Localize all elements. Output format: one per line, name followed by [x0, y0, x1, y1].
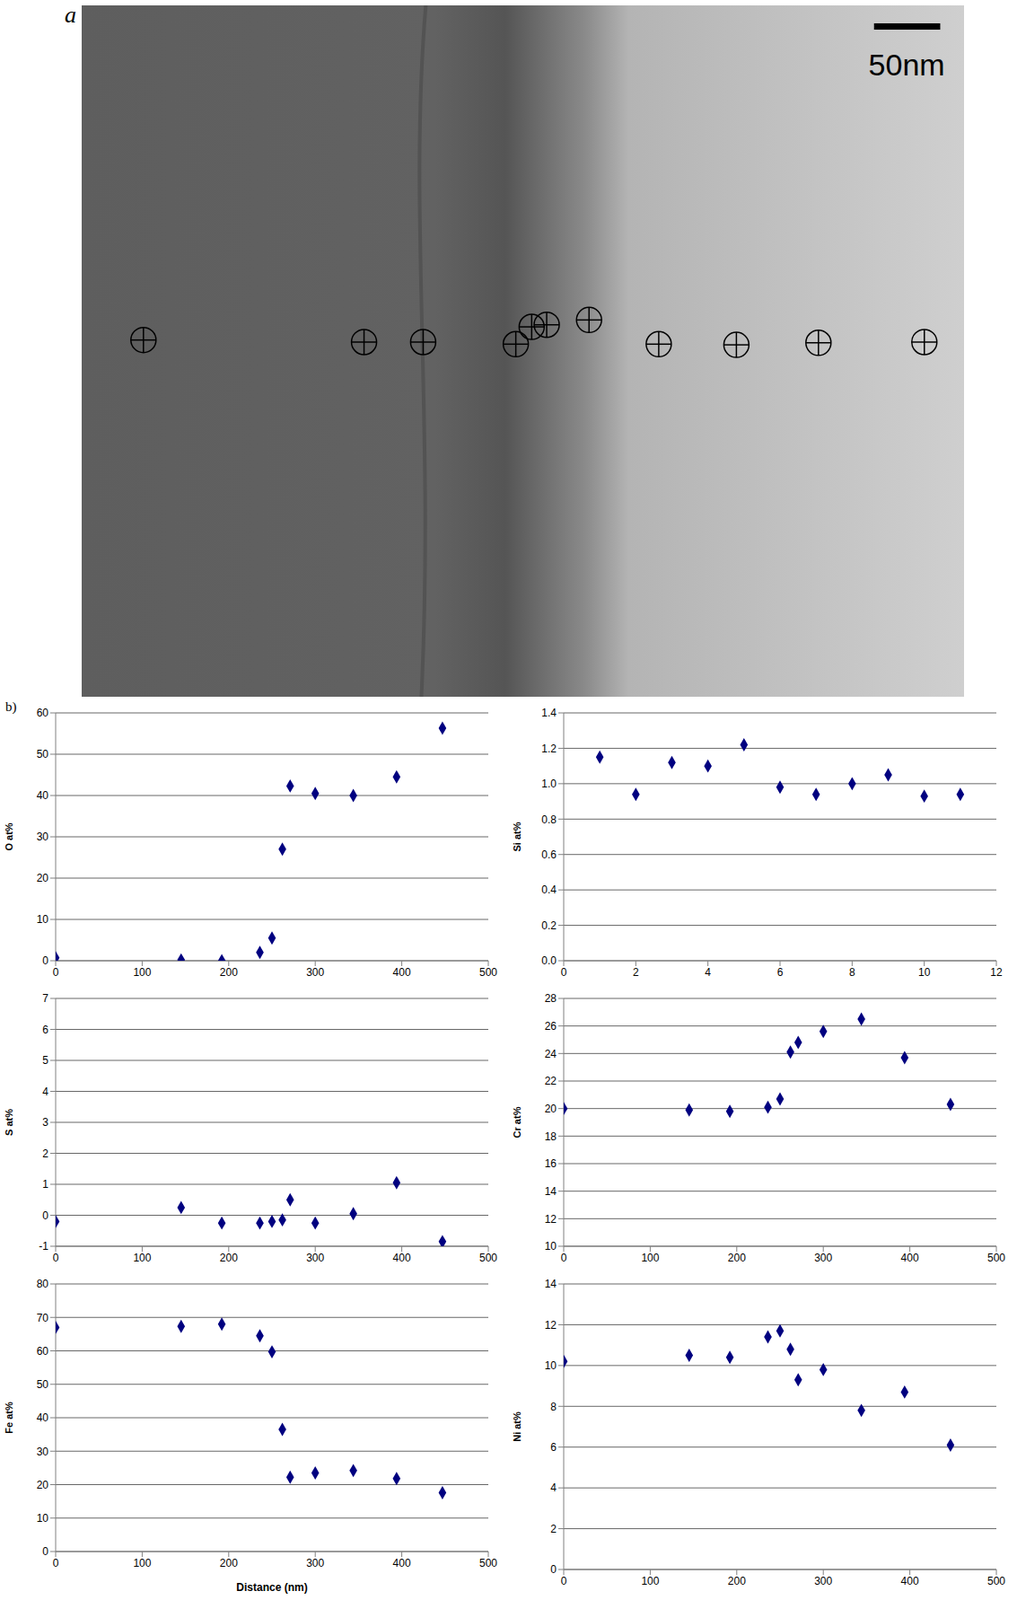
svg-text:24: 24	[544, 1047, 558, 1061]
html-text:a: a	[64, 1, 77, 28]
svg-text:500: 500	[987, 1251, 1006, 1264]
svg-text:0: 0	[561, 1251, 568, 1264]
svg-text:200: 200	[219, 1556, 238, 1570]
svg-text:200: 200	[727, 1574, 746, 1587]
svg-text:20: 20	[36, 1478, 50, 1491]
svg-text:4: 4	[42, 1085, 49, 1098]
svg-text:8: 8	[849, 965, 856, 979]
svg-text:16: 16	[544, 1157, 558, 1170]
svg-text:100: 100	[132, 1251, 151, 1264]
svg-text:0: 0	[52, 1251, 60, 1264]
svg-text:20: 20	[36, 871, 50, 885]
svg-text:18: 18	[544, 1130, 558, 1143]
svg-text:10: 10	[918, 965, 931, 979]
svg-text:2: 2	[42, 1147, 49, 1160]
svg-text:Ni at%: Ni at%	[511, 1411, 523, 1442]
svg-text:300: 300	[814, 1251, 833, 1264]
svg-text:100: 100	[640, 1574, 659, 1587]
svg-text:Cr at%: Cr at%	[511, 1105, 523, 1138]
svg-text:0: 0	[561, 1574, 568, 1587]
svg-text:12: 12	[990, 965, 1003, 979]
svg-text:4: 4	[550, 1481, 557, 1494]
svg-text:0.0: 0.0	[541, 954, 557, 967]
svg-text:300: 300	[306, 965, 325, 979]
svg-text:0.6: 0.6	[541, 848, 557, 861]
svg-text:3: 3	[42, 1115, 49, 1129]
svg-text:14: 14	[544, 1277, 558, 1290]
svg-text:-1: -1	[38, 1239, 49, 1253]
svg-text:200: 200	[727, 1251, 746, 1264]
svg-text:26: 26	[544, 1019, 558, 1033]
svg-text:10: 10	[36, 912, 50, 926]
svg-text:6: 6	[777, 965, 784, 979]
svg-text:5: 5	[42, 1053, 49, 1067]
svg-text:50: 50	[36, 747, 50, 761]
svg-text:14: 14	[544, 1184, 558, 1198]
svg-text:0: 0	[42, 1544, 49, 1558]
svg-text:S at%: S at%	[3, 1108, 15, 1136]
svg-text:400: 400	[393, 1556, 412, 1570]
svg-text:10: 10	[544, 1239, 558, 1253]
svg-text:40: 40	[36, 1411, 50, 1424]
svg-text:12: 12	[544, 1212, 558, 1226]
svg-text:400: 400	[901, 1574, 920, 1587]
svg-text:300: 300	[306, 1556, 325, 1570]
svg-text:10: 10	[544, 1358, 558, 1372]
svg-text:0.2: 0.2	[541, 919, 557, 932]
svg-text:2: 2	[632, 965, 640, 979]
svg-text:28: 28	[544, 991, 558, 1005]
svg-text:0: 0	[561, 965, 568, 979]
svg-text:400: 400	[393, 965, 412, 979]
svg-text:30: 30	[36, 830, 50, 843]
svg-text:200: 200	[219, 1251, 238, 1264]
svg-text:0: 0	[52, 965, 60, 979]
svg-text:100: 100	[132, 1556, 151, 1570]
svg-text:400: 400	[901, 1251, 920, 1264]
svg-text:400: 400	[393, 1251, 412, 1264]
svg-text:60: 60	[36, 1344, 50, 1358]
svg-text:Distance (nm): Distance (nm)	[236, 1580, 307, 1594]
svg-text:40: 40	[36, 789, 50, 802]
svg-text:1: 1	[42, 1177, 49, 1191]
svg-text:1.2: 1.2	[541, 742, 557, 755]
html-text:b): b)	[5, 699, 17, 714]
svg-text:1.0: 1.0	[541, 777, 557, 790]
svg-text:30: 30	[36, 1445, 50, 1458]
svg-text:8: 8	[550, 1400, 557, 1413]
svg-text:22: 22	[544, 1074, 558, 1088]
svg-text:0.8: 0.8	[541, 813, 557, 826]
svg-text:4: 4	[704, 965, 711, 979]
svg-text:20: 20	[544, 1102, 558, 1115]
svg-text:6: 6	[550, 1440, 557, 1454]
svg-text:6: 6	[42, 1023, 49, 1036]
svg-text:10: 10	[36, 1511, 50, 1525]
svg-text:200: 200	[219, 965, 238, 979]
svg-text:Fe at%: Fe at%	[3, 1401, 15, 1434]
svg-text:60: 60	[36, 706, 50, 719]
svg-text:Si at%: Si at%	[511, 821, 523, 851]
svg-text:7: 7	[42, 991, 49, 1005]
svg-text:300: 300	[814, 1574, 833, 1587]
svg-text:1.4: 1.4	[541, 706, 557, 719]
svg-text:0: 0	[52, 1556, 60, 1570]
svg-text:50: 50	[36, 1377, 50, 1391]
svg-text:50nm: 50nm	[868, 47, 946, 82]
svg-text:2: 2	[550, 1522, 557, 1535]
svg-text:500: 500	[987, 1574, 1006, 1587]
svg-text:0: 0	[550, 1562, 557, 1576]
svg-text:100: 100	[640, 1251, 659, 1264]
svg-text:500: 500	[479, 1556, 498, 1570]
svg-text:0: 0	[42, 954, 49, 967]
svg-text:80: 80	[36, 1277, 50, 1290]
svg-text:500: 500	[479, 1251, 498, 1264]
svg-text:100: 100	[132, 965, 151, 979]
svg-text:300: 300	[306, 1251, 325, 1264]
svg-text:70: 70	[36, 1311, 50, 1324]
svg-text:O at%: O at%	[3, 822, 15, 851]
svg-text:12: 12	[544, 1318, 558, 1332]
svg-text:0.4: 0.4	[541, 883, 557, 896]
svg-text:500: 500	[479, 965, 498, 979]
svg-text:0: 0	[42, 1209, 49, 1222]
